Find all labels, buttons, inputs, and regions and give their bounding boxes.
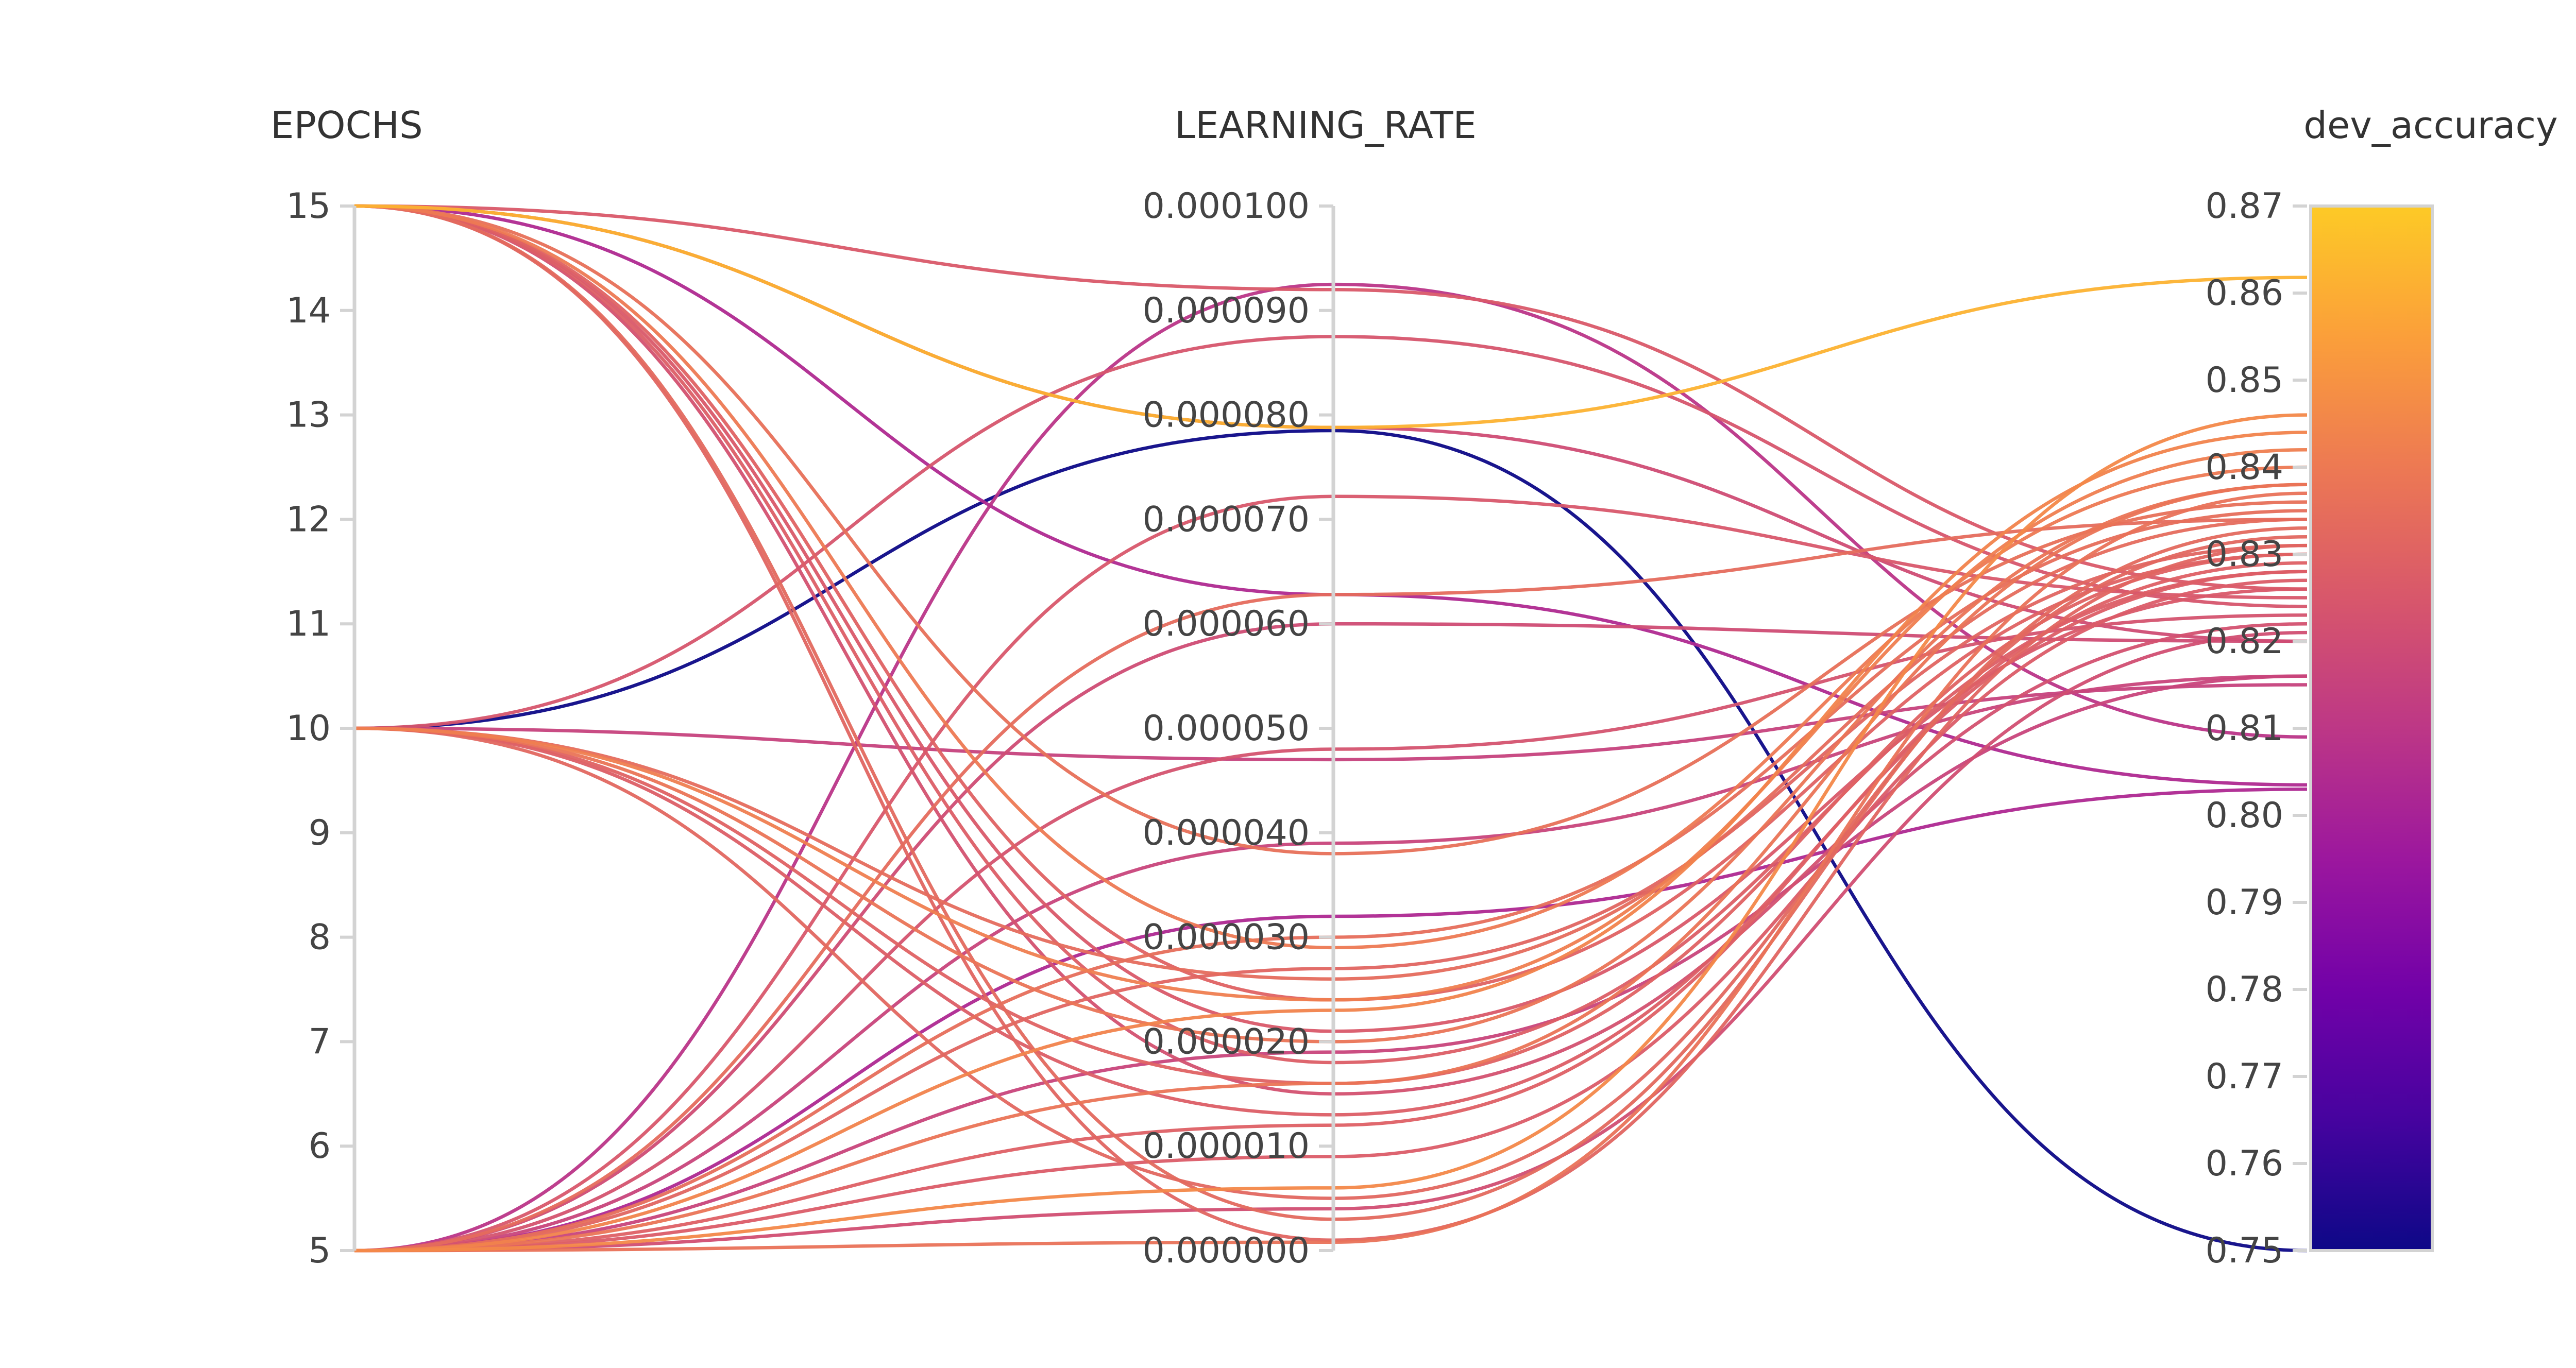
run-line[interactable]	[354, 622, 2308, 1253]
tick-label: 13	[286, 395, 331, 436]
run-line[interactable]	[354, 552, 2308, 1085]
run-line[interactable]	[354, 483, 2308, 1253]
axis-dev-accuracy: dev_accuracy 0.75 0.76 0.77 0.78 0.79 0.80 0.8…	[2206, 104, 2558, 1271]
run-line[interactable]	[354, 674, 2308, 1253]
run-line[interactable]	[354, 204, 2308, 950]
run-line[interactable]	[354, 448, 2308, 1002]
colorbar	[2309, 204, 2434, 1252]
run-line[interactable]	[354, 204, 2308, 1033]
tick-label: 0.81	[2206, 708, 2283, 749]
tick-label: 0.000070	[1143, 499, 1310, 540]
run-line[interactable]	[354, 674, 2308, 1253]
tick-label: 0.000080	[1143, 395, 1310, 436]
run-line[interactable]	[354, 429, 2308, 1253]
axis-dev-accuracy-ticks: 0.75 0.76 0.77 0.78 0.79 0.80 0.81 0.82 0.83 0.84…	[2206, 186, 2307, 1271]
tick-label: 0.85	[2206, 360, 2283, 401]
run-line[interactable]	[354, 483, 2308, 1044]
run-line[interactable]	[354, 204, 2308, 1096]
tick-label: 0.79	[2206, 882, 2283, 923]
run-line[interactable]	[354, 494, 2308, 1253]
tick-label: 10	[286, 708, 331, 749]
run-line[interactable]	[354, 578, 2308, 1253]
tick-label: 6	[309, 1126, 331, 1167]
run-line[interactable]	[354, 630, 2308, 1253]
tick-label: 0.000060	[1143, 604, 1310, 644]
run-line[interactable]	[354, 543, 2308, 1253]
run-line[interactable]	[354, 204, 2308, 430]
axis-learning-rate-ticks: 0.000000 0.000010 0.000020 0.000030 0.000040…	[1143, 186, 1335, 1271]
tick-label: 0.000020	[1143, 1021, 1310, 1062]
run-line[interactable]	[354, 788, 2308, 1253]
axis-dev-accuracy-title[interactable]: dev_accuracy	[2303, 104, 2557, 147]
axis-learning-rate-title[interactable]: LEARNING_RATE	[1175, 104, 1477, 147]
tick-label: 0.000000	[1143, 1230, 1310, 1271]
axis-learning-rate: LEARNING_RATE 0.0000000.0000100.0000200.…	[1143, 104, 1477, 1271]
tick-label: 5	[309, 1230, 331, 1271]
run-line[interactable]	[354, 431, 2308, 1253]
tick-label: 0.000030	[1143, 917, 1310, 958]
tick-label: 0.83	[2206, 534, 2283, 575]
tick-label: 0.000100	[1143, 186, 1310, 227]
tick-label: 8	[309, 917, 331, 958]
tick-label: 0.75	[2206, 1230, 2283, 1271]
run-line[interactable]	[354, 204, 2308, 1065]
tick-label: 0.76	[2206, 1143, 2283, 1184]
axis-epochs: EPOCHS 5 6 7 8 9 10 11 12 13 14 15	[270, 104, 423, 1271]
run-line[interactable]	[354, 204, 2308, 1221]
tick-label: 0.77	[2206, 1056, 2283, 1097]
run-line[interactable]	[354, 561, 2308, 1253]
run-line[interactable]	[354, 509, 2308, 1253]
run-line[interactable]	[354, 204, 2308, 1242]
tick-label: 0.86	[2206, 273, 2283, 314]
tick-label: 0.87	[2206, 186, 2283, 227]
tick-label: 0.000090	[1143, 290, 1310, 331]
tick-label: 0.82	[2206, 621, 2283, 662]
tick-label: 0.78	[2206, 969, 2283, 1010]
run-line[interactable]	[354, 570, 2308, 1117]
tick-label: 0.80	[2206, 795, 2283, 836]
axis-epochs-title[interactable]: EPOCHS	[270, 104, 423, 147]
run-line[interactable]	[354, 491, 2308, 1253]
run-line[interactable]	[354, 204, 2308, 591]
tick-label: 0.84	[2206, 447, 2283, 488]
run-line[interactable]	[354, 413, 2308, 1253]
tick-label: 14	[286, 290, 331, 331]
tick-label: 0.000040	[1143, 813, 1310, 853]
tick-label: 7	[309, 1021, 331, 1062]
axis-epochs-ticks: 5 6 7 8 9 10 11 12 13 14 15	[286, 186, 357, 1271]
tick-label: 0.000050	[1143, 708, 1310, 749]
run-line[interactable]	[354, 518, 2308, 1253]
tick-label: 12	[286, 499, 331, 540]
tick-label: 0.000010	[1143, 1126, 1310, 1167]
tick-label: 9	[309, 813, 331, 853]
run-line[interactable]	[354, 204, 2308, 1002]
tick-label: 11	[286, 604, 331, 644]
tick-label: 15	[286, 186, 331, 227]
